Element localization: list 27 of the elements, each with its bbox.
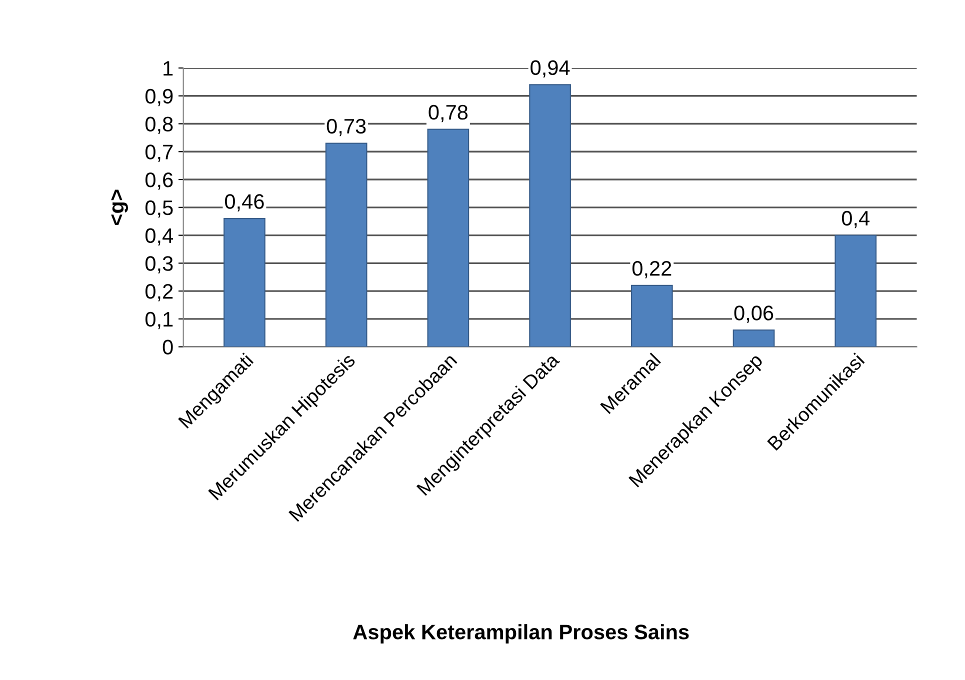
data-label: 0,46 xyxy=(225,194,264,212)
bar xyxy=(224,218,266,347)
data-label: 0,73 xyxy=(326,118,366,136)
data-label: 0,4 xyxy=(842,210,870,228)
x-axis-title: Aspek Keterampilan Proses Sains xyxy=(353,624,689,644)
y-tick-label: 0,6 xyxy=(145,172,173,190)
bar xyxy=(630,284,673,347)
y-tick-label: 0,8 xyxy=(145,116,173,134)
bar xyxy=(427,128,470,347)
data-label: 0,94 xyxy=(530,60,570,78)
y-tick-label: 0,5 xyxy=(145,200,173,218)
data-label: 0,22 xyxy=(632,261,672,278)
bar xyxy=(732,330,775,347)
bar xyxy=(529,84,571,347)
y-tick-label: 1 xyxy=(164,61,173,76)
data-label: 0,06 xyxy=(734,306,774,323)
y-tick-label: 0 xyxy=(162,340,173,355)
bar xyxy=(834,234,877,347)
bar xyxy=(325,142,368,347)
y-tick-label: 0,9 xyxy=(145,88,173,106)
y-axis-title: <g> xyxy=(111,190,128,226)
y-tick-label: 0,3 xyxy=(145,256,173,274)
y-tick-label: 0,1 xyxy=(145,312,173,330)
y-tick-label: 0,7 xyxy=(145,144,173,162)
data-label: 0,78 xyxy=(428,104,468,122)
y-tick-label: 0,2 xyxy=(145,284,173,302)
y-tick-label: 0,4 xyxy=(145,228,174,246)
